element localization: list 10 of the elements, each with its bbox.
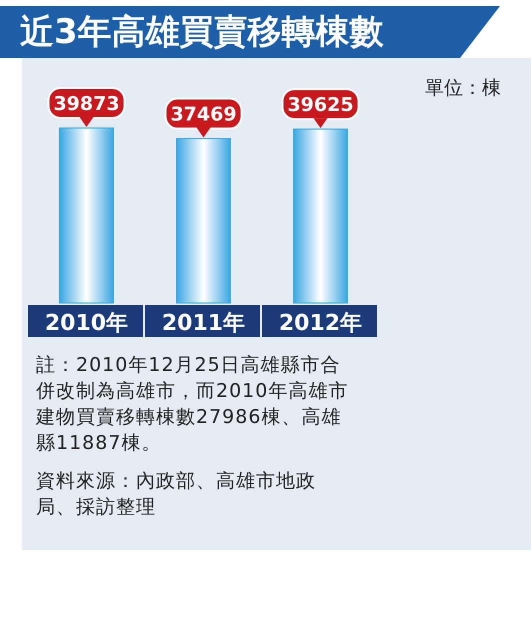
chart-title: 近3年高雄買賣移轉棟數 [0,6,500,58]
text: 單位：棟 [425,76,501,101]
x-tick-label: 2010年 [44,311,128,336]
text: 註：2010年12月25日高雄縣市合併改制為高雄市，而2010年高雄市建物買賣移轉棟數27986棟、高雄縣11887棟。 [36,353,350,456]
data-label: 39625 [287,94,354,116]
x-tick-label: 2012年 [278,311,362,336]
data-label: 37469 [170,104,237,126]
source-note: 資料來源：內政部、高雄市地政局、採訪整理 [36,469,317,520]
data-label: 39873 [53,93,120,115]
x-tick-label: 2011年 [162,311,246,336]
